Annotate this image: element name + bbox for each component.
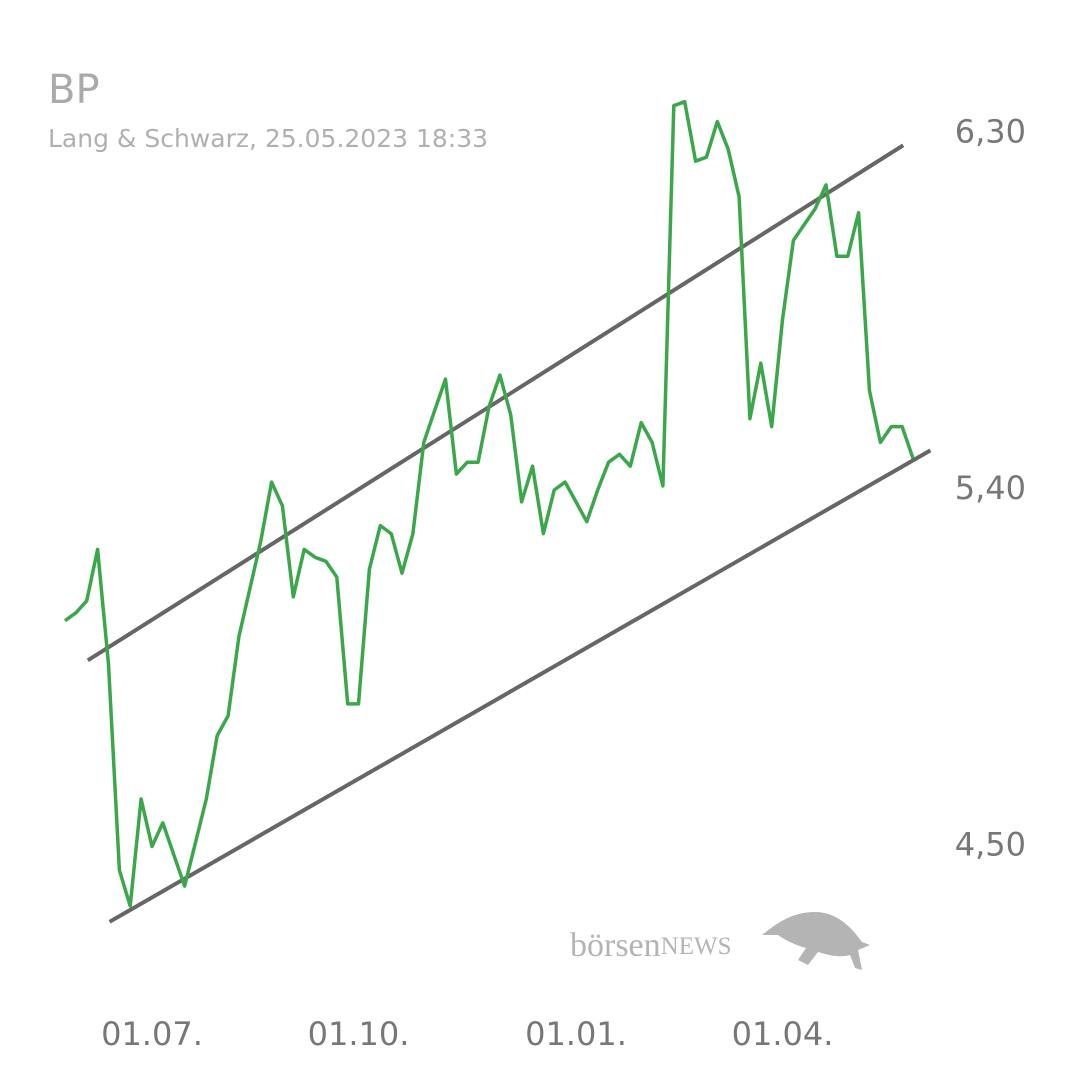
y-tick-label: 4,50	[955, 826, 1026, 864]
watermark-part: börsen	[570, 927, 661, 964]
y-tick-label: 5,40	[955, 469, 1026, 507]
channel-line	[108, 448, 932, 924]
x-tick-label: 01.01.	[525, 1015, 627, 1053]
channel-line	[86, 143, 905, 663]
watermark-bull	[762, 912, 870, 970]
watermark: börsenNEWS	[570, 912, 870, 970]
x-tick-label: 01.04.	[732, 1015, 834, 1053]
x-tick-label: 01.07.	[101, 1015, 203, 1053]
x-tick-label: 01.10.	[308, 1015, 410, 1053]
watermark-part: NEWS	[661, 933, 732, 960]
chart-subtitle: Lang & Schwarz, 25.05.2023 18:33	[48, 124, 488, 153]
watermark-text: börsenNEWS	[570, 927, 731, 964]
price-line	[63, 99, 915, 908]
chart-title: BP	[48, 67, 100, 113]
y-tick-label: 6,30	[955, 112, 1026, 150]
